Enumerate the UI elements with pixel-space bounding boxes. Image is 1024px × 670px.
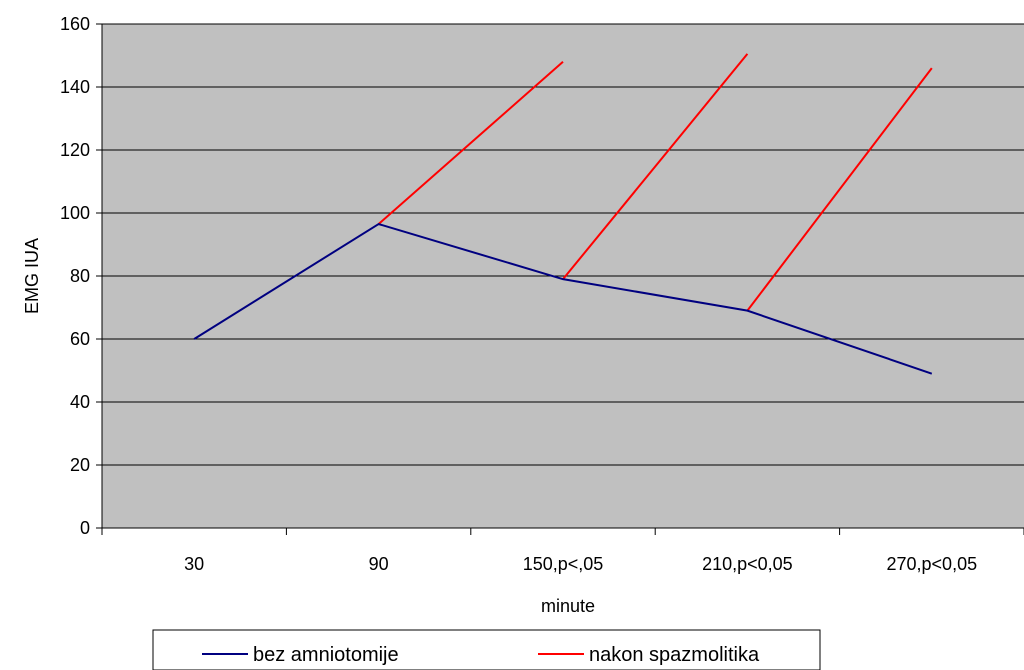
- y-tick-label: 100: [60, 203, 90, 223]
- y-tick-label: 140: [60, 77, 90, 97]
- series: [193, 53, 933, 375]
- y-tick-label: 60: [70, 329, 90, 349]
- y-axis-title: EMG IUA: [22, 238, 42, 314]
- axes: [96, 23, 1024, 535]
- series-line-nakon-spazmolitika: [746, 67, 933, 312]
- y-tick-label: 20: [70, 455, 90, 475]
- legend-label-nakon-spazmolitika: nakon spazmolitika: [589, 644, 760, 666]
- series-line-nakon-spazmolitika: [562, 53, 749, 280]
- series-line-nakon-spazmolitika: [377, 61, 564, 225]
- gridlines: [102, 23, 1024, 466]
- x-axis-title: minute: [541, 596, 595, 616]
- series-line-bez-amniotomije: [193, 222, 933, 375]
- x-tick-label: 150,p<,05: [523, 554, 604, 574]
- tick-labels: 0 20 40 60 80 100 120 140 160 30 90 150,p<,05 210,p<…: [60, 14, 977, 574]
- y-tick-label: 120: [60, 140, 90, 160]
- y-tick-label: 0: [80, 518, 90, 538]
- x-tick-label: 30: [184, 554, 204, 574]
- y-tick-label: 80: [70, 266, 90, 286]
- legend-box: [152, 629, 821, 670]
- legend: bez amniotomije nakon spazmolitika: [152, 629, 821, 670]
- x-tick-label: 270,p<0,05: [887, 554, 978, 574]
- x-tick-label: 90: [369, 554, 389, 574]
- y-tick-label: 160: [60, 14, 90, 34]
- y-tick-label: 40: [70, 392, 90, 412]
- x-tick-label: 210,p<0,05: [702, 554, 793, 574]
- legend-label-bez-amniotomije: bez amniotomije: [253, 644, 399, 666]
